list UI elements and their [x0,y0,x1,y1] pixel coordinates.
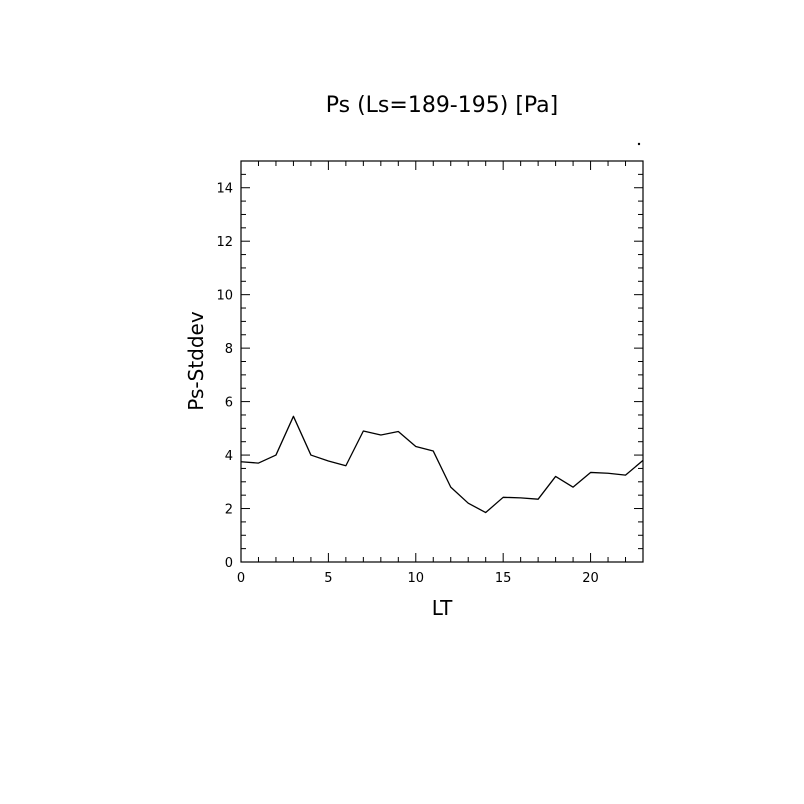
y-tick-label: 12 [216,235,233,250]
x-tick-label: 15 [495,571,512,586]
series-group [240,415,644,514]
x-tick-label: 10 [408,571,425,586]
x-axis-label: LT [432,596,453,620]
series-line [240,415,644,514]
y-tick-label: 4 [225,449,233,464]
x-tick-label: 20 [582,571,599,586]
axis-ticks [240,160,644,563]
y-tick-label: 10 [216,289,233,304]
y-tick-label: 2 [225,503,233,518]
y-tick-label: 0 [225,556,233,571]
x-tick-label: 5 [324,571,332,586]
corner-dot-mark [637,142,641,146]
plot-frame [240,160,644,563]
axis-tick-labels: 0 5 10 15 20 0 2 4 6 8 10 12 14 [216,182,598,586]
y-tick-label: 14 [216,182,233,197]
chart-title: Ps (Ls=189-195) [Pa] [326,93,559,118]
y-tick-label: 8 [225,342,233,357]
x-tick-label: 0 [237,571,245,586]
y-tick-label: 6 [225,396,233,411]
y-axis-label: Ps-Stddev [184,311,208,411]
